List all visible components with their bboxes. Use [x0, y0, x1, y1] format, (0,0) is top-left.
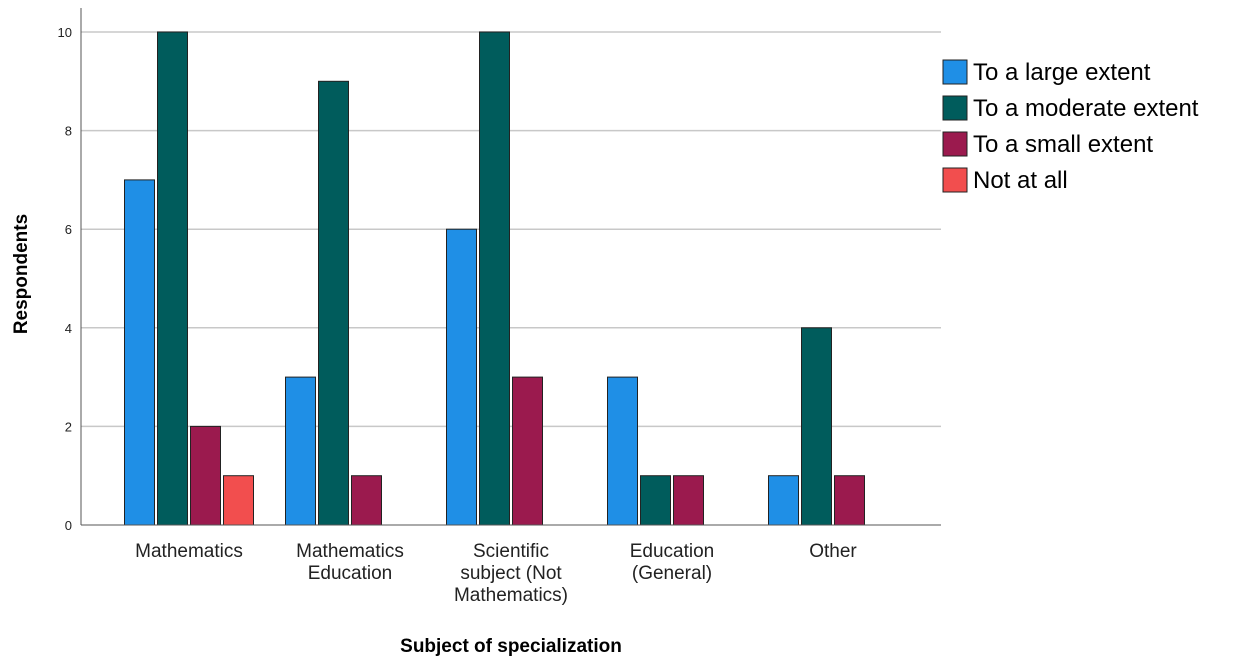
y-tick-label: 0 — [65, 518, 72, 533]
gridlines — [81, 31, 941, 428]
bar — [318, 80, 349, 526]
x-tick-label: Other — [809, 541, 857, 562]
bar — [446, 228, 477, 526]
y-tick-labels: 0 2 4 6 8 10 — [58, 25, 72, 533]
x-tick-label: subject (Not — [460, 563, 562, 584]
bar — [801, 327, 832, 526]
y-tick-label: 2 — [65, 419, 72, 434]
x-tick-label: Mathematics — [135, 541, 243, 562]
axes — [80, 8, 941, 526]
legend-label: To a large extent — [973, 59, 1151, 86]
legend: To a large extent To a moderate extent To … — [942, 59, 1199, 194]
x-axis-title: Subject of specialization — [400, 636, 622, 657]
legend-swatch — [942, 95, 968, 121]
bar — [479, 31, 510, 526]
y-tick-label: 10 — [58, 25, 72, 40]
x-tick-label: Education — [630, 541, 715, 562]
bar — [834, 475, 865, 526]
x-tick-label: Scientific — [473, 541, 549, 562]
bar — [512, 376, 543, 526]
legend-label: To a small extent — [973, 131, 1153, 158]
bar — [190, 425, 221, 526]
x-tick-label: Education — [308, 563, 393, 584]
legend-swatch — [942, 167, 968, 193]
bar — [223, 475, 254, 526]
bar — [673, 475, 704, 526]
y-axis-title: Respondents — [11, 214, 32, 334]
y-tick-label: 4 — [65, 321, 72, 336]
y-tick-label: 8 — [65, 124, 72, 139]
legend-label: To a moderate extent — [973, 95, 1199, 122]
bars — [124, 31, 865, 526]
x-tick-label: Mathematics — [296, 541, 404, 562]
bar — [157, 31, 188, 526]
x-tick-label: Mathematics) — [454, 585, 568, 606]
bar — [124, 179, 155, 526]
bar — [640, 475, 671, 526]
legend-swatch — [942, 131, 968, 157]
legend-label: Not at all — [973, 167, 1068, 194]
legend-swatch — [942, 59, 968, 85]
x-tick-label: (General) — [632, 563, 712, 584]
bar — [768, 475, 799, 526]
bar — [607, 376, 638, 526]
bar — [285, 376, 316, 526]
bar — [351, 475, 382, 526]
x-category-labels: Mathematics MathematicsEducationScientifi… — [135, 541, 857, 606]
y-tick-label: 6 — [65, 222, 72, 237]
